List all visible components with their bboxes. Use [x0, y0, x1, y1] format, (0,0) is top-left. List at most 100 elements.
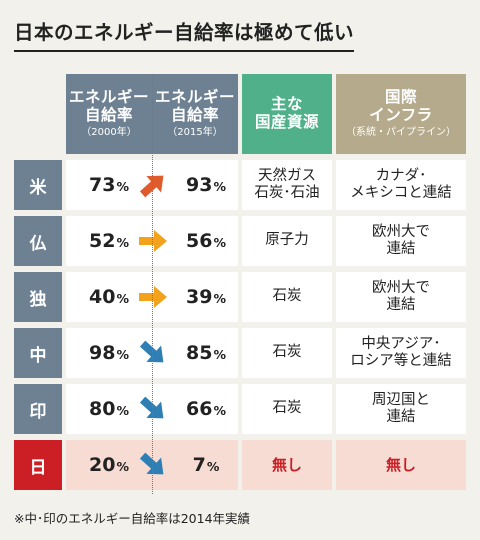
rate-2015-value: 93% [186, 174, 226, 197]
rate-2000-cell: 20% [66, 440, 152, 490]
infra-line1: 無し [385, 456, 416, 474]
rate-2015-value: 66% [186, 398, 226, 421]
rate-2000-value: 52% [89, 230, 129, 253]
footnote: ※中･印のエネルギー自給率は2014年実績 [14, 511, 251, 526]
resource-line1: 原子力 [265, 232, 309, 249]
percent-unit: % [213, 346, 226, 362]
header-rate-2000-year: （2000年） [81, 127, 137, 139]
rate-2015-cell: 93% [152, 160, 238, 210]
header-resources-line1: 主な [270, 95, 303, 114]
rate-2015-number: 93 [186, 173, 213, 196]
percent-unit: % [116, 290, 129, 306]
header-rate-2015-year: （2015年） [167, 127, 223, 139]
percent-unit: % [213, 234, 226, 250]
rate-2015-cell: 56% [152, 216, 238, 266]
infra-line1: 中央アジア･ [361, 335, 441, 352]
rate-2000-value: 20% [89, 454, 129, 477]
rate-2000-cell: 98% [66, 328, 152, 378]
header-infra: 国際 インフラ （系統・パイプライン） [336, 74, 466, 154]
rate-2000-cell: 40% [66, 272, 152, 322]
resource-cell: 天然ガス 石炭･石油 [242, 160, 332, 210]
trend-arrow-flat-icon [137, 227, 169, 255]
resource-cell: 石炭 [242, 384, 332, 434]
page-title: 日本のエネルギー自給率は極めて低い [14, 16, 355, 52]
rate-2000-value: 98% [89, 342, 129, 365]
country-label: 米 [29, 177, 47, 198]
rate-2015-value: 39% [186, 286, 226, 309]
rate-2000-number: 40 [89, 285, 116, 308]
resource-cell: 石炭 [242, 272, 332, 322]
resource-line1: 無し [271, 456, 302, 474]
trend-arrow-down-icon [137, 395, 169, 423]
infra-line2: 連結 [386, 409, 416, 425]
trend-arrow-down-icon [137, 339, 169, 367]
resource-line1: 天然ガス [258, 167, 316, 184]
header-infra-line1: 国際 [384, 88, 417, 107]
rate-2015-value: 7% [193, 454, 220, 477]
rate-2000-value: 80% [89, 398, 129, 421]
header-resources: 主な 国産資源 [242, 74, 332, 154]
rate-2015-number: 85 [186, 341, 213, 364]
rate-2000-cell: 73% [66, 160, 152, 210]
percent-unit: % [116, 234, 129, 250]
trend-arrow-flat-icon [137, 283, 169, 311]
infra-cell: カナダ･ メキシコと連結 [336, 160, 466, 210]
rate-2000-value: 40% [89, 286, 129, 309]
rate-2015-value: 85% [186, 342, 226, 365]
header-infra-line2: インフラ [369, 106, 433, 125]
row-label: 仏 [14, 216, 62, 266]
rate-2000-cell: 52% [66, 216, 152, 266]
trend-arrow-down-icon [137, 451, 169, 479]
resource-line2: 石炭･石油 [254, 185, 320, 201]
rate-2015-number: 66 [186, 397, 213, 420]
percent-unit: % [213, 402, 226, 418]
row-label: 日 [14, 440, 62, 490]
rate-2015-value: 56% [186, 230, 226, 253]
resource-line1: 石炭 [272, 288, 302, 305]
percent-unit: % [213, 178, 226, 194]
rate-2015-cell: 85% [152, 328, 238, 378]
rate-2000-cell: 80% [66, 384, 152, 434]
column-divider [152, 74, 153, 494]
resource-cell: 無し [242, 440, 332, 490]
rate-2000-number: 80 [89, 397, 116, 420]
header-rate-2000: エネルギー 自給率 （2000年） [66, 74, 152, 154]
infra-cell: 周辺国と 連結 [336, 384, 466, 434]
header-rate-2000-line1: エネルギー [68, 88, 149, 107]
row-label: 中 [14, 328, 62, 378]
percent-unit: % [116, 458, 129, 474]
header-resources-line2: 国産資源 [254, 113, 319, 131]
infra-line1: 欧州大で [372, 279, 430, 296]
percent-unit: % [213, 290, 226, 306]
infra-cell: 欧州大で 連結 [336, 272, 466, 322]
rate-2015-cell: 7% [152, 440, 238, 490]
header-rate-2015-line2: 自給率 [170, 106, 219, 125]
row-label: 印 [14, 384, 62, 434]
percent-unit: % [116, 178, 129, 194]
percent-unit: % [206, 458, 220, 474]
infra-line1: カナダ･ [375, 167, 427, 184]
rate-2015-number: 56 [186, 229, 213, 252]
header-rate-2015: エネルギー 自給率 （2015年） [152, 74, 238, 154]
header-rate-2000-line2: 自給率 [84, 106, 133, 125]
infra-line2: 連結 [386, 297, 416, 313]
row-label: 米 [14, 160, 62, 210]
resource-cell: 原子力 [242, 216, 332, 266]
infra-line2: メキシコと連結 [350, 185, 452, 201]
percent-unit: % [116, 346, 129, 362]
rate-2015-cell: 66% [152, 384, 238, 434]
rate-2000-number: 73 [89, 173, 116, 196]
infra-line2: ロシア等と連結 [350, 353, 452, 369]
resource-cell: 石炭 [242, 328, 332, 378]
resource-line1: 石炭 [272, 344, 302, 361]
infra-cell: 無し [336, 440, 466, 490]
rate-2015-number: 7 [192, 453, 206, 476]
country-label: 中 [29, 345, 47, 366]
header-infra-note: （系統・パイプライン） [346, 127, 456, 139]
country-label: 印 [29, 401, 47, 422]
rate-2000-number: 52 [89, 229, 116, 252]
resource-line1: 石炭 [272, 400, 302, 417]
rate-2015-number: 39 [186, 285, 213, 308]
row-label: 独 [14, 272, 62, 322]
country-label: 日 [29, 457, 47, 478]
